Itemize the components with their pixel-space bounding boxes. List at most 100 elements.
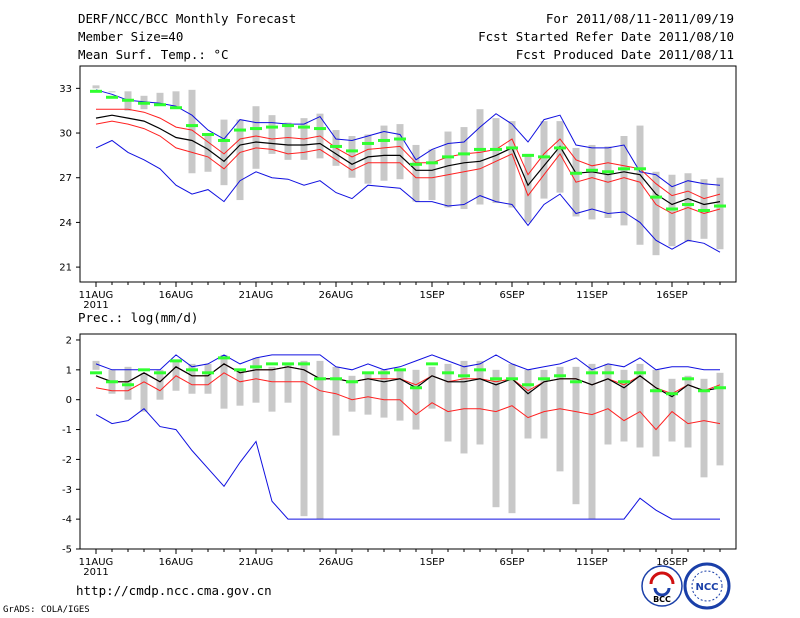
temp-x-tick-label: 16SEP [656,290,687,301]
temp-x-tick-label: 16AUG [159,290,194,301]
temp-spread-box [92,85,100,89]
precip-spread-box [252,357,260,403]
temp-spread-box [188,89,196,174]
temp-series-ensemble-max [95,89,721,188]
temp-spread-box [236,119,244,201]
precip-spread-box [380,369,388,418]
temp-spread-box [540,121,548,199]
precip-x-tick-label: 11AUG [79,557,114,568]
precip-y-tick-label: -1 [62,425,72,436]
precip-spread-box [364,372,372,415]
temp-spread-box [220,119,228,186]
precip-spread-box [700,378,708,478]
forecast-produced: Fcst Produced Date 2011/08/11 [515,47,734,62]
temp-spread-box [204,134,212,172]
temp-x-tick-label: 11SEP [576,290,607,301]
precip-spread-box [604,363,612,445]
temp-spread-box [412,144,420,202]
precip-spread-box [156,369,164,400]
temp-x-tick-label: 1SEP [419,290,444,301]
precip-plot-frame [79,333,737,550]
precip-y-tick-label: -3 [62,485,72,496]
precip-spread-box [492,369,500,508]
temp-spread-box [508,121,516,208]
temp-spread-box [172,91,180,107]
temp-y-tick-label: 33 [59,84,72,95]
precip-spread-box [668,378,676,442]
variable-label: Mean Surf. Temp.: °C [78,47,229,62]
temp-series-spread-lower [95,120,721,215]
temp-spread-box [284,122,292,160]
precip-spread-box [524,369,532,439]
precip-x-tick-label: 1SEP [419,557,444,568]
precip-spread-box [444,363,452,442]
temp-series-ensemble-mean [95,114,721,206]
precip-spread-box [396,369,404,421]
temp-spread-box [620,136,628,226]
precip-spread-box [476,360,484,445]
precip-spread-box [556,366,564,472]
precip-spread-box [284,363,292,403]
precip-spread-box [428,366,436,409]
temp-x-year-label: 2011 [83,300,108,311]
temp-spread-box [268,115,276,154]
precip-spread-box [268,366,276,412]
precip-spread-box [140,372,148,412]
precip-spread-box [636,363,644,448]
precip-spread-box [236,369,244,406]
precip-spread-box [620,369,628,442]
source-url[interactable]: http://cmdp.ncc.cma.gov.cn [76,583,272,598]
precip-spread-box [716,372,724,466]
temp-y-tick-label: 21 [59,263,72,274]
temp-spread-box [636,125,644,245]
precip-spread-box [540,369,548,439]
temp-spread-box [380,125,388,181]
temp-spread-box [364,134,372,184]
temp-spread-box [716,177,724,250]
temp-x-tick-label: 21AUG [239,290,274,301]
forecast-started: Fcst Started Refer Date 2011/08/10 [478,29,734,44]
precip-spread-box [316,360,324,520]
precip-series-ensemble-mean [95,363,721,398]
temp-x-tick-label: 26AUG [319,290,354,301]
precip-spread-box [332,366,340,436]
precip-x-tick-label: 16AUG [159,557,194,568]
temp-spread-box [428,149,436,201]
precip-y-tick-label: 1 [66,365,72,376]
precip-series-ensemble-min [95,408,720,520]
precip-spread-box [652,369,660,457]
precip-spread-box [572,366,580,505]
temp-spread-box [524,153,532,223]
precip-y-tick-label: 2 [66,335,72,346]
temp-y-tick-label: 30 [59,129,72,140]
temp-x-tick-label: 6SEP [499,290,524,301]
precip-y-tick-label: -5 [62,545,72,556]
precip-spread-box [412,369,420,430]
precip-y-tick-label: -4 [62,515,72,526]
temp-spread-box [556,121,564,193]
precip-series-ensemble-max [95,354,720,371]
precip-panel-title: Prec.: log(mm/d) [78,310,199,325]
precip-y-tick-label: 0 [66,395,72,406]
precip-x-tick-label: 21AUG [239,557,274,568]
temp-spread-box [492,118,500,204]
precip-spread-box [460,360,468,454]
precip-spread-box [508,363,516,514]
temp-spread-box [252,106,260,169]
temp-plot-frame [79,65,737,283]
temp-spread-box [588,144,596,220]
precip-x-year-label: 2011 [83,567,108,578]
temp-y-tick-label: 27 [59,173,72,184]
precip-x-tick-label: 6SEP [499,557,524,568]
precip-spread-box [188,363,196,394]
precip-spread-box [684,375,692,448]
temp-spread-box [460,127,468,210]
temp-spread-box [108,91,116,93]
forecast-period: For 2011/08/11-2011/09/19 [545,11,734,26]
temp-spread-box [444,131,452,208]
temp-spread-box [396,124,404,180]
member-size: Member Size=40 [78,29,184,44]
precip-spread-box [588,363,596,520]
precip-x-tick-label: 26AUG [319,557,354,568]
